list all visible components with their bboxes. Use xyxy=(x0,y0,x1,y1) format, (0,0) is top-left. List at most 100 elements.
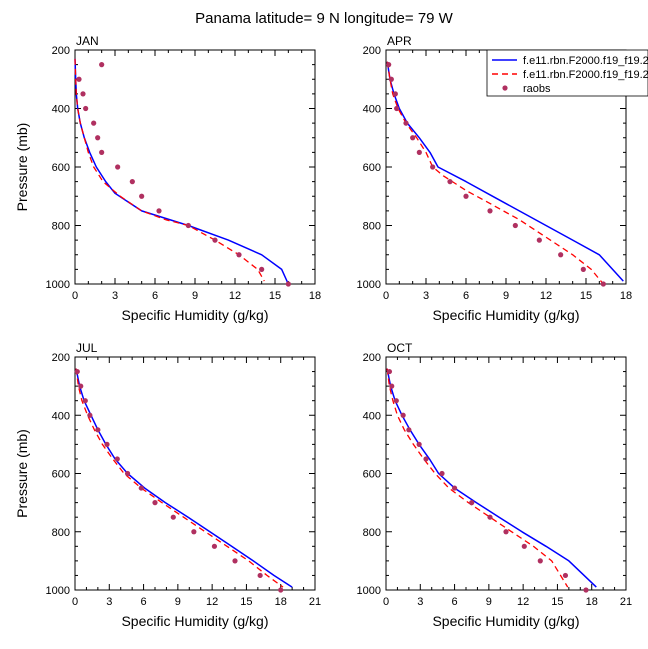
raobs-point xyxy=(78,383,84,389)
figure-title: Panama latitude= 9 N longitude= 79 W xyxy=(195,10,454,27)
x-tick-label: 3 xyxy=(423,290,429,302)
raobs-point xyxy=(95,135,101,141)
y-axis-label: Pressure (mb) xyxy=(14,429,30,518)
raobs-point xyxy=(416,441,422,447)
raobs-point xyxy=(400,412,406,418)
raobs-point xyxy=(236,252,242,258)
x-tick-label: 18 xyxy=(309,290,321,302)
x-tick-label: 15 xyxy=(240,596,252,608)
raobs-point xyxy=(503,529,509,535)
raobs-point xyxy=(512,222,518,229)
raobs-point xyxy=(423,456,429,462)
x-tick-label: 15 xyxy=(269,290,281,302)
raobs-point xyxy=(487,208,493,214)
raobs-point xyxy=(537,558,543,564)
raobs-point xyxy=(139,193,145,199)
y-tick-label: 800 xyxy=(52,221,70,233)
raobs-point xyxy=(439,470,445,477)
x-tick-label: 6 xyxy=(152,290,158,302)
raobs-point xyxy=(562,572,569,579)
x-tick-label: 9 xyxy=(175,596,181,608)
raobs-point xyxy=(410,135,416,141)
raobs-point xyxy=(487,514,493,520)
x-axis-label: Specific Humidity (g/kg) xyxy=(432,613,579,629)
raobs-point xyxy=(83,105,89,112)
x-tick-label: 9 xyxy=(503,290,509,302)
raobs-point xyxy=(386,368,393,375)
x-axis-label: Specific Humidity (g/kg) xyxy=(432,307,579,323)
x-tick-label: 6 xyxy=(141,596,147,608)
raobs-point xyxy=(285,281,291,287)
raobs-point xyxy=(403,120,409,126)
raobs-point xyxy=(389,383,395,389)
y-tick-label: 1000 xyxy=(46,279,70,291)
raobs-point xyxy=(580,266,586,272)
series-line-solid xyxy=(386,61,624,282)
raobs-point xyxy=(156,208,162,214)
raobs-point xyxy=(152,500,158,506)
x-tick-label: 15 xyxy=(580,290,592,302)
panel-title: JUL xyxy=(76,341,98,355)
raobs-point xyxy=(416,149,422,155)
y-tick-label: 1000 xyxy=(357,585,381,597)
x-tick-label: 12 xyxy=(540,290,552,302)
x-tick-label: 3 xyxy=(112,290,118,302)
series-line-dashed xyxy=(75,368,284,588)
raobs-point xyxy=(469,500,475,506)
raobs-point xyxy=(211,543,218,549)
panel-title: OCT xyxy=(387,341,413,355)
raobs-point xyxy=(114,456,120,462)
panel-apr: APR 0 3 6 9 12 15 18 200 400 600 800 1000 Specific Hu… xyxy=(357,34,633,323)
x-axis-label: Specific Humidity (g/kg) xyxy=(121,613,268,629)
y-tick-label: 200 xyxy=(52,45,70,57)
y-tick-label: 800 xyxy=(363,527,381,539)
y-tick-label: 600 xyxy=(52,162,70,174)
raobs-point xyxy=(80,91,86,97)
raobs-point xyxy=(170,514,176,520)
y-tick-label: 600 xyxy=(363,469,381,481)
legend-box xyxy=(486,49,648,97)
raobs-point xyxy=(124,470,131,477)
y-tick-label: 1000 xyxy=(46,585,70,597)
x-tick-label: 21 xyxy=(309,596,321,608)
raobs-point xyxy=(99,149,105,155)
raobs-point xyxy=(104,441,110,447)
raobs-point xyxy=(191,529,197,535)
x-tick-label: 0 xyxy=(383,290,389,302)
y-tick-label: 200 xyxy=(52,352,70,364)
raobs-point xyxy=(87,412,93,418)
legend-label: f.e11.rbn.F2000.f19_f19.2 xyxy=(523,55,648,67)
raobs-point xyxy=(82,398,88,404)
x-tick-label: 3 xyxy=(417,596,423,608)
x-tick-label: 3 xyxy=(106,596,112,608)
raobs-point xyxy=(129,179,135,185)
x-tick-label: 18 xyxy=(275,596,287,608)
raobs-point xyxy=(95,427,101,433)
y-tick-label: 600 xyxy=(52,469,70,481)
legend-swatch-marker xyxy=(502,85,508,91)
y-axis-label: Pressure (mb) xyxy=(14,123,30,212)
plot-frame xyxy=(385,356,627,591)
raobs-point xyxy=(521,543,527,549)
series-line-dashed xyxy=(386,61,604,285)
y-tick-label: 400 xyxy=(52,104,70,116)
x-tick-label: 6 xyxy=(452,596,458,608)
raobs-point xyxy=(392,91,398,97)
raobs-point xyxy=(99,62,105,68)
y-tick-label: 1000 xyxy=(357,279,381,291)
raobs-point xyxy=(185,222,191,229)
x-tick-label: 12 xyxy=(229,290,241,302)
series-line-dashed xyxy=(74,58,265,282)
series-line-dashed xyxy=(386,368,569,588)
y-tick-label: 200 xyxy=(363,352,381,364)
legend: f.e11.rbn.F2000.f19_f19.2 f.e11.rbn.F2000… xyxy=(486,49,648,97)
x-tick-label: 0 xyxy=(72,290,78,302)
legend-label: raobs xyxy=(523,83,551,95)
raobs-point xyxy=(394,105,400,112)
y-tick-label: 800 xyxy=(52,527,70,539)
raobs-point xyxy=(74,368,80,375)
raobs-point xyxy=(558,252,564,258)
raobs-point xyxy=(393,398,399,404)
raobs-point xyxy=(430,164,436,170)
